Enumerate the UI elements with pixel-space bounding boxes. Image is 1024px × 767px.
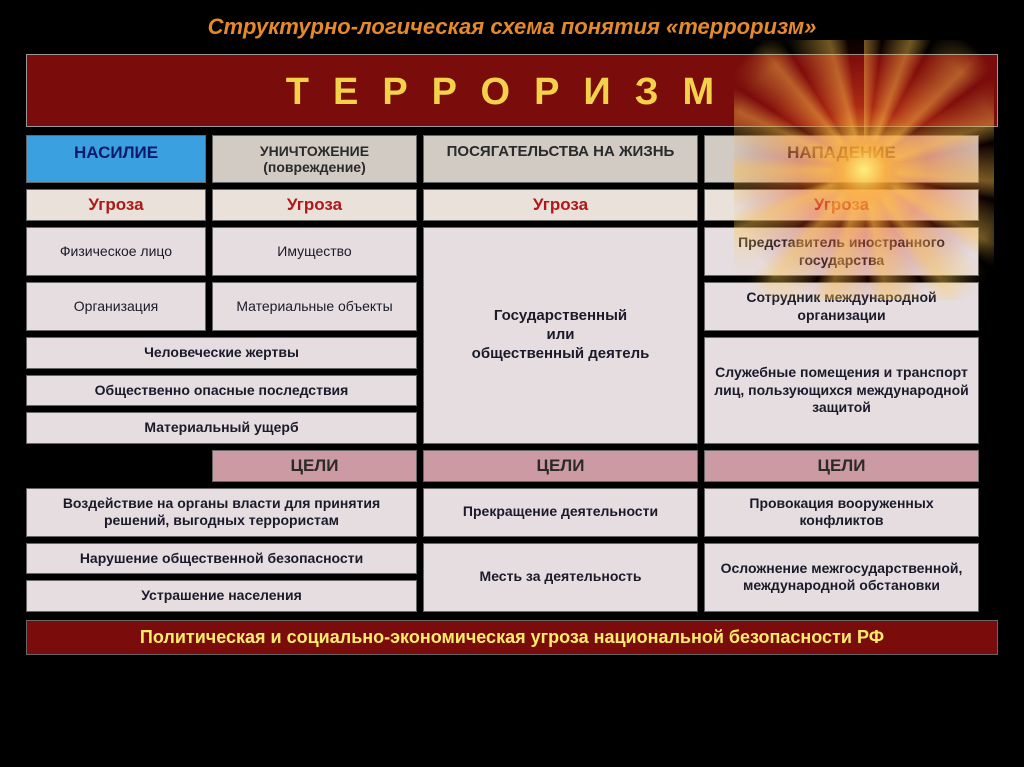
- goals-label-2: ЦЕЛИ: [423, 450, 698, 482]
- g12-3: Устрашение населения: [26, 580, 417, 612]
- schema-grid: НАСИЛИЕ УНИЧТОЖЕНИЕ (повреждение) ПОСЯГА…: [26, 135, 998, 612]
- g12-2: Нарушение общественной безопасности: [26, 543, 417, 575]
- c3-merged: Государственныйилиобщественный деятель: [423, 227, 698, 444]
- goals-label-3: ЦЕЛИ: [704, 450, 979, 482]
- category-2: УНИЧТОЖЕНИЕ (повреждение): [212, 135, 417, 183]
- c12m2: Общественно опасные последствия: [26, 375, 417, 407]
- c12m3: Материальный ущерб: [26, 412, 417, 444]
- g12-1: Воздействие на органы власти для приняти…: [26, 488, 417, 537]
- g3-1: Прекращение деятельности: [423, 488, 698, 537]
- category-1: НАСИЛИЕ: [26, 135, 206, 183]
- c4r2: Сотрудник международной организации: [704, 282, 979, 331]
- c4r3: Служебные помещения и транспорт лиц, пол…: [704, 337, 979, 444]
- c1r2: Организация: [26, 282, 206, 331]
- g4-2: Осложнение межгосударственной, междунаро…: [704, 543, 979, 612]
- footer-bar: Политическая и социально-экономическая у…: [26, 620, 998, 655]
- category-3: ПОСЯГАТЕЛЬСТВА НА ЖИЗНЬ: [423, 135, 698, 183]
- c1r1: Физическое лицо: [26, 227, 206, 276]
- goals-label-1: ЦЕЛИ: [212, 450, 417, 482]
- category-4: НАПАДЕНИЕ: [704, 135, 979, 183]
- goals-spacer-1: [26, 450, 206, 482]
- c2r1: Имущество: [212, 227, 417, 276]
- threat-3: Угроза: [423, 189, 698, 221]
- threat-1: Угроза: [26, 189, 206, 221]
- g3-2: Месть за деятельность: [423, 543, 698, 612]
- c12m1: Человеческие жертвы: [26, 337, 417, 369]
- c4r1: Представитель иностранного государства: [704, 227, 979, 276]
- threat-4: Угроза: [704, 189, 979, 221]
- page-title: Структурно-логическая схема понятия «тер…: [0, 0, 1024, 40]
- g4-1: Провокация вооруженных конфликтов: [704, 488, 979, 537]
- main-banner: ТЕРРОРИЗМ: [26, 54, 998, 127]
- threat-2: Угроза: [212, 189, 417, 221]
- c2r2: Материальные объекты: [212, 282, 417, 331]
